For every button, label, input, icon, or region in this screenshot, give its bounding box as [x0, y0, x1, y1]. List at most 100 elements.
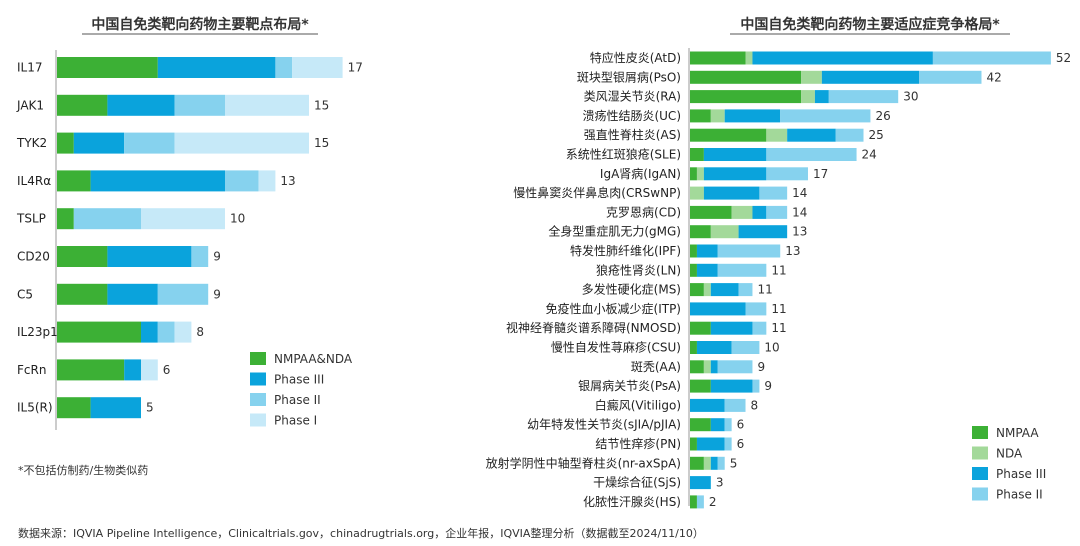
bar-segment-phase-iii [696, 263, 718, 277]
bar-segment-nda [710, 225, 739, 239]
legend-label: Phase II [996, 488, 1043, 502]
category-label: TSLP [16, 212, 46, 226]
category-label: 克罗恩病(CD) [606, 204, 681, 219]
bar-segment-phase-ii [174, 94, 225, 116]
bar-total-label: 13 [280, 174, 295, 188]
bar-segment-phase-ii [724, 418, 732, 432]
category-label: 类风湿关节炎(RA) [584, 89, 681, 104]
category-label: 结节性痒疹(PN) [595, 436, 681, 451]
bar-segment-nmpaa [690, 456, 704, 470]
bar-segment-phase-ii [766, 148, 857, 161]
category-label: TYK2 [16, 136, 47, 150]
legend-swatch-phase-i [250, 413, 266, 427]
bar-total-label: 8 [751, 398, 759, 412]
legend-label: Phase III [274, 373, 324, 387]
bar-segment-phase-ii [759, 186, 788, 200]
bar-segment-phase-iii [696, 341, 732, 354]
bar-segment-phase-iii [141, 321, 158, 343]
bar-segment-phase-ii [724, 437, 732, 451]
bar-segment-phase-ii [717, 360, 753, 374]
bar-segment-phase-i [141, 359, 158, 381]
legend-swatch-nmpaa-nda [250, 352, 266, 365]
bar-segment-nda [703, 456, 711, 470]
legend-swatch-phase-ii [250, 393, 266, 406]
left-chart-title: 中国自免类靶向药物主要靶点布局* [91, 16, 309, 33]
bar-segment-phase-iii [710, 456, 718, 470]
category-label: 强直性脊柱炎(AS) [584, 127, 681, 142]
bar-segment-phase-ii [780, 109, 871, 123]
bar-total-label: 11 [771, 321, 786, 335]
bar-segment-nmpaa [690, 379, 711, 393]
bar-total-label: 15 [314, 136, 329, 150]
bar-segment-phase-i [258, 170, 276, 192]
bar-segment-phase-iii [710, 283, 739, 297]
bar-total-label: 11 [771, 302, 786, 316]
bar-segment-phase-iii [814, 90, 829, 104]
category-label: 多发性硬化症(MS) [582, 282, 681, 297]
category-label: 全身型重症肌无力(gMG) [548, 224, 681, 239]
bar-segment-phase-ii [919, 70, 982, 84]
bar-total-label: 6 [163, 363, 171, 377]
bar-segment-phase-iii [710, 321, 753, 335]
bar-segment-phase-ii [766, 167, 808, 181]
bar-segment-phase-ii [835, 128, 864, 142]
bar-segment-phase-iii [703, 186, 760, 200]
bar-segment-nmpaa-nda [57, 359, 125, 381]
bar-segment-nmpaa-nda [57, 246, 108, 267]
category-label: 白癜风(Vitiligo) [595, 397, 681, 412]
bar-segment-phase-ii [738, 283, 753, 297]
category-label: IL4Rα [17, 174, 51, 188]
bar-segment-phase-iii [107, 283, 158, 305]
source-note: 数据来源：IQVIA Pipeline Intelligence，Clinica… [18, 526, 704, 540]
bar-segment-phase-iii [107, 94, 175, 116]
bar-segment-phase-iii [690, 398, 725, 412]
bar-segment-nmpaa-nda [57, 94, 108, 116]
bar-segment-phase-iii [90, 397, 141, 419]
bar-segment-nmpaa [690, 205, 732, 219]
bar-segment-phase-i [174, 132, 309, 154]
bar-segment-phase-ii [124, 132, 175, 154]
category-label: 溃疡性结肠炎(UC) [582, 108, 681, 123]
bar-segment-phase-iii [703, 167, 767, 181]
bar-total-label: 13 [785, 244, 800, 258]
bar-segment-nmpaa [690, 167, 697, 181]
category-label: C5 [17, 287, 33, 301]
bar-total-label: 13 [792, 225, 807, 239]
bar-total-label: 3 [716, 476, 724, 490]
bar-segment-nmpaa [690, 128, 767, 142]
bar-segment-phase-ii [157, 321, 175, 343]
bar-total-label: 5 [730, 456, 738, 470]
category-label: IL5(R) [17, 401, 53, 415]
bar-segment-nmpaa-nda [57, 132, 74, 154]
category-label: 免疫性血小板减少症(ITP) [546, 301, 681, 316]
bar-segment-phase-ii [717, 456, 725, 470]
bar-segment-phase-ii [717, 244, 781, 258]
bar-segment-nmpaa [690, 341, 697, 354]
right-chart-title: 中国自免类靶向药物主要适应症竞争格局* [740, 16, 1000, 33]
bar-total-label: 42 [986, 70, 1001, 84]
category-label: 化脓性汗腺炎(HS) [583, 494, 681, 509]
bar-segment-phase-i [292, 57, 343, 78]
legend-swatch-phase-iii [972, 467, 988, 480]
bar-segment-phase-iii [107, 246, 192, 267]
bar-total-label: 14 [792, 186, 807, 200]
bar-segment-nda [710, 109, 725, 123]
bar-segment-nmpaa-nda [57, 170, 91, 192]
bar-segment-nda [801, 70, 822, 84]
bar-total-label: 5 [146, 401, 154, 415]
legend-label: NMPAA [996, 426, 1039, 440]
bar-total-label: 10 [764, 341, 779, 355]
bar-total-label: 25 [869, 128, 884, 142]
bar-segment-phase-iii [821, 70, 920, 84]
bar-segment-nmpaa-nda [57, 397, 91, 419]
category-label: 干燥综合征(SjS) [593, 475, 681, 490]
bar-segment-phase-iii [752, 51, 933, 65]
bar-segment-nmpaa-nda [57, 321, 141, 343]
bar-segment-phase-ii [225, 170, 259, 192]
bar-segment-phase-ii [73, 208, 141, 230]
bar-segment-phase-iii [710, 418, 725, 432]
bar-segment-nmpaa [690, 263, 697, 277]
category-label: 银屑病关节炎(PsA) [578, 378, 681, 393]
category-label: 慢性鼻窦炎伴鼻息肉(CRSwNP) [513, 185, 681, 200]
